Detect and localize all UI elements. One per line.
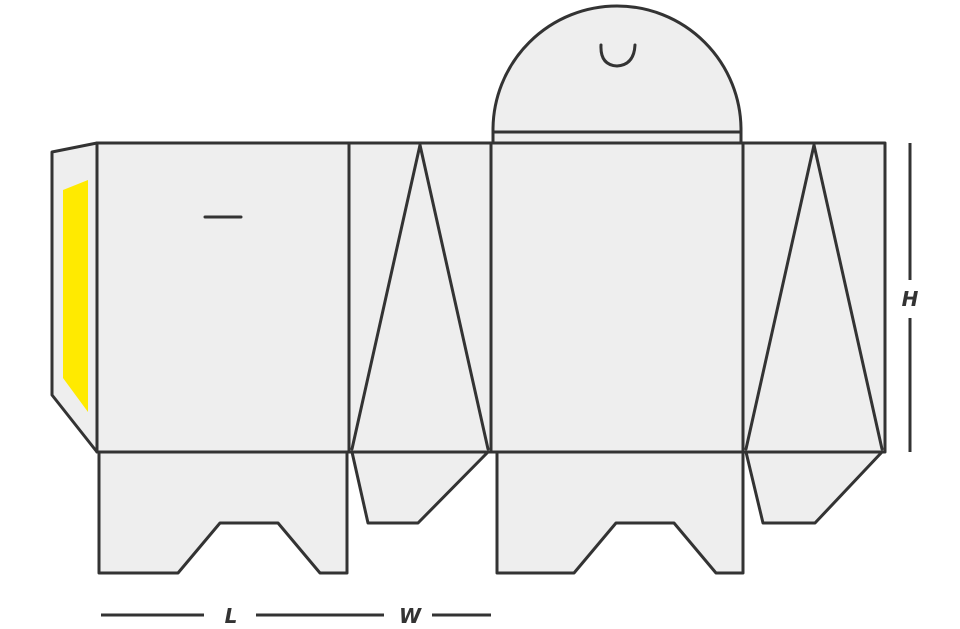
width-label: W <box>399 604 422 628</box>
side-panel-left <box>347 141 493 454</box>
gusset-crease-right <box>744 143 884 451</box>
gusset-crease-left <box>350 143 490 451</box>
height-label: H <box>902 287 919 311</box>
bottom-flap-front <box>97 450 349 575</box>
bottom-flap-side-right <box>744 450 884 525</box>
bottom-flap-back <box>495 450 745 575</box>
bottom-flap-side-left <box>350 450 490 525</box>
handle-finger-cut <box>599 43 637 68</box>
front-panel <box>95 141 351 454</box>
glue-area <box>63 180 88 412</box>
back-panel <box>489 141 745 454</box>
handle-flap <box>491 4 743 145</box>
side-panel-right <box>741 141 887 454</box>
length-label: L <box>225 604 238 628</box>
